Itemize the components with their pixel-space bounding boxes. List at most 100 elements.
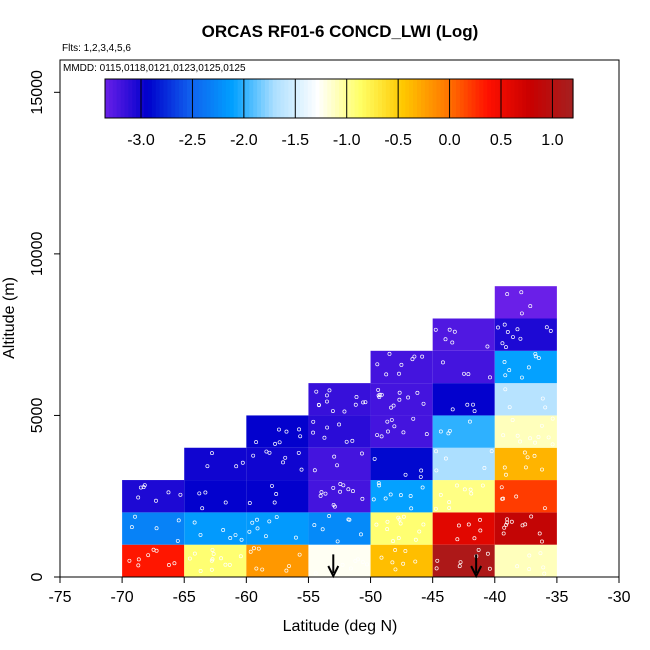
sample-point: [346, 487, 351, 492]
sample-point: [527, 553, 532, 558]
colorbar-segment: [268, 79, 274, 118]
sample-point: [311, 419, 316, 424]
sample-point: [466, 522, 471, 527]
sample-point: [515, 433, 520, 438]
sample-point: [327, 513, 332, 518]
heatmap-cell: [246, 480, 309, 513]
sample-point: [267, 519, 272, 524]
colorbar-segment: [405, 79, 410, 118]
sample-point: [283, 455, 288, 460]
colorbar-segment: [522, 79, 527, 118]
colorbar-segment: [518, 79, 523, 118]
sample-point: [377, 392, 382, 397]
colorbar-segment: [264, 79, 270, 118]
sample-point: [420, 485, 425, 490]
sample-point: [340, 562, 345, 567]
sample-point: [166, 490, 171, 495]
sample-point: [264, 449, 269, 454]
sample-point: [372, 456, 377, 461]
sample-point: [267, 450, 272, 455]
colorbar-segment: [319, 79, 324, 118]
sample-point: [548, 328, 553, 333]
arrow-head: [327, 565, 340, 579]
colorbar-segment: [526, 79, 531, 118]
colorbar-segment: [229, 79, 235, 118]
sample-point: [401, 514, 406, 519]
heatmap-cell: [432, 318, 495, 351]
sample-point: [526, 365, 531, 370]
sample-point: [403, 548, 408, 553]
sample-point: [379, 434, 384, 439]
sample-point: [482, 466, 487, 470]
sample-point: [138, 485, 143, 490]
sample-point: [456, 523, 461, 528]
colorbar-segment: [362, 79, 367, 118]
colorbar-segment: [553, 79, 558, 118]
sample-point: [331, 485, 336, 490]
sample-point: [324, 393, 329, 398]
sample-point: [518, 439, 522, 444]
sample-point: [505, 292, 510, 297]
colorbar-segment: [436, 79, 441, 118]
sample-point: [287, 564, 291, 568]
sample-point: [385, 419, 390, 424]
sample-point: [386, 429, 390, 434]
x-axis: -75 -70 -65 -60 -55 -50 -45 -40 -35 -30: [48, 577, 631, 606]
sample-point: [270, 483, 274, 488]
sample-point: [240, 460, 245, 465]
colorbar-segment: [565, 79, 570, 118]
colorbar-segment: [537, 79, 543, 118]
sample-point: [192, 520, 197, 525]
sample-point: [511, 335, 515, 340]
sample-point: [311, 430, 316, 435]
sample-point: [447, 327, 452, 332]
colorbar-segment: [171, 79, 176, 118]
sample-point: [327, 388, 332, 393]
sample-point: [293, 535, 298, 540]
heatmap-cell: [308, 512, 371, 545]
colorbar-segment: [249, 79, 254, 118]
sample-point: [200, 506, 205, 511]
heatmap-cells: [122, 286, 557, 577]
sample-point: [274, 492, 279, 496]
sample-point: [413, 559, 418, 564]
sample-point: [351, 489, 355, 494]
sample-point: [533, 354, 538, 359]
sample-point: [399, 362, 404, 367]
sample-point: [337, 422, 342, 427]
sample-point: [435, 558, 440, 563]
sample-point: [528, 436, 533, 441]
x-tick-label: -65: [173, 589, 196, 606]
colorbar-segment: [471, 79, 477, 118]
sample-point: [478, 517, 482, 522]
sample-point: [438, 492, 443, 497]
colorbar-segment: [245, 79, 250, 118]
sample-point: [260, 567, 265, 572]
sample-point: [485, 551, 490, 556]
sample-point: [509, 519, 514, 524]
sample-point: [330, 409, 335, 413]
colorbar-segment: [561, 79, 566, 118]
sample-point: [353, 402, 358, 407]
colorbar-segment: [397, 79, 402, 118]
sample-point: [507, 405, 512, 410]
sample-point: [136, 495, 141, 500]
sample-point: [233, 533, 238, 537]
colorbar-segment: [335, 79, 340, 118]
sample-point: [136, 563, 141, 568]
colorbar-segment: [128, 79, 133, 118]
sample-point: [342, 409, 347, 414]
heatmap-cell: [122, 480, 185, 513]
x-tick-label: -60: [235, 589, 258, 606]
colorbar-segment: [276, 79, 282, 118]
sample-point: [344, 439, 349, 444]
sample-point: [325, 425, 330, 430]
heatmap-cell: [494, 286, 557, 319]
arrow-head: [470, 565, 483, 579]
sample-point: [542, 571, 547, 576]
heatmap-cell: [184, 480, 247, 513]
sample-point: [360, 560, 365, 564]
sample-point: [450, 340, 455, 345]
sample-point: [146, 553, 151, 558]
sample-point: [476, 547, 481, 552]
